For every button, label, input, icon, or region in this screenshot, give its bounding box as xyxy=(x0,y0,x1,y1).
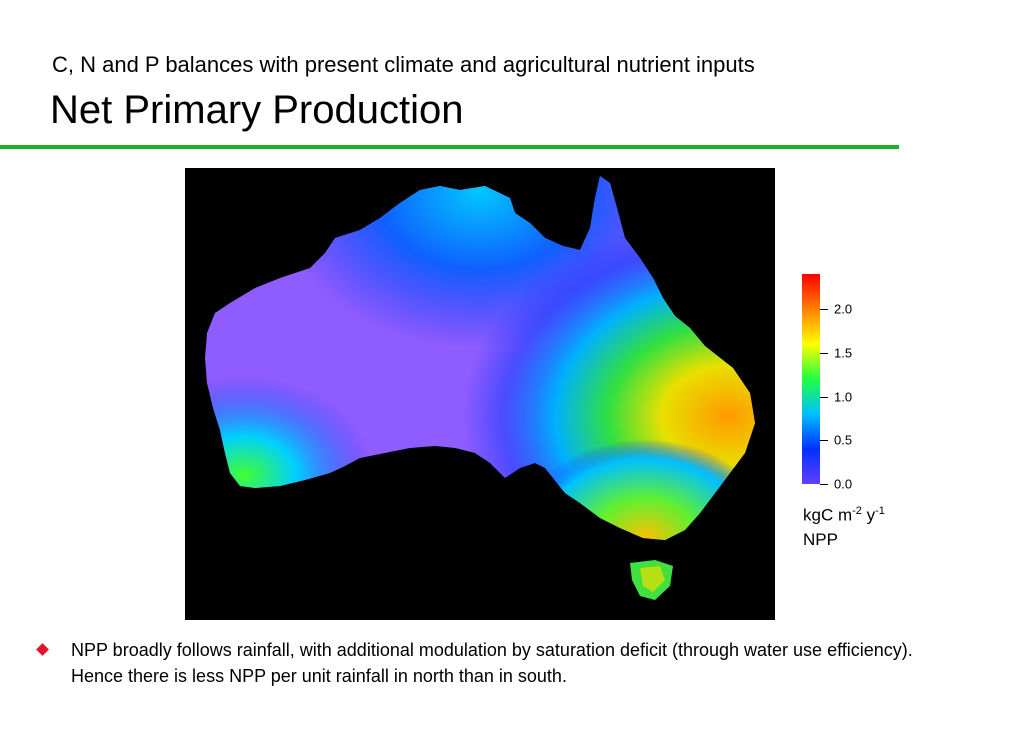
bullet-text: NPP broadly follows rainfall, with addit… xyxy=(71,640,913,686)
unit-exponent-time: -1 xyxy=(875,505,885,517)
title-divider xyxy=(0,145,899,149)
unit-time: y xyxy=(861,505,876,525)
australia-map-graphic xyxy=(205,176,755,600)
colorbar-tick-label: 0.0 xyxy=(834,476,853,492)
colorbar-tick-label: 1.5 xyxy=(834,345,853,361)
colorbar-unit-label: kgC m-2 y-1 xyxy=(803,505,885,526)
colorbar-scale xyxy=(802,274,820,484)
colorbar-tick-label: 0.5 xyxy=(834,432,853,448)
colorbar-tick-mark xyxy=(820,396,828,398)
slide-subtitle: C, N and P balances with present climate… xyxy=(52,52,755,77)
diamond-bullet-icon xyxy=(36,643,49,656)
colorbar-tick-mark xyxy=(820,440,828,442)
colorbar-variable-label: NPP xyxy=(803,530,838,549)
npp-map xyxy=(185,168,775,620)
colorbar-ticks: 2.0 1.5 1.0 0.5 0.0 xyxy=(820,274,900,492)
unit-exponent-area: -2 xyxy=(852,505,862,517)
colorbar-tick-mark xyxy=(820,484,828,485)
slide-title: Net Primary Production xyxy=(50,88,464,132)
colorbar-tick-label: 2.0 xyxy=(834,301,853,317)
colorbar-tick-mark xyxy=(820,309,828,310)
colorbar-tick-mark xyxy=(820,352,828,354)
colorbar-tick-label: 1.0 xyxy=(834,389,853,404)
unit-base: kgC m xyxy=(803,505,853,525)
